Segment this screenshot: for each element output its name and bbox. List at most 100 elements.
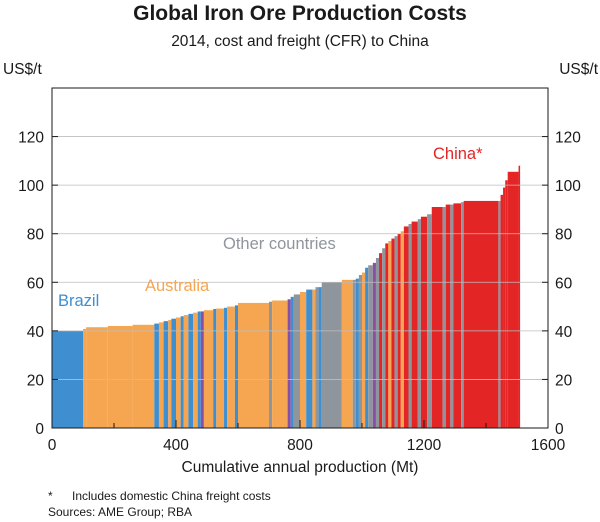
y-tick-label-left: 60 xyxy=(27,275,45,292)
cost-bar-australia xyxy=(362,272,366,428)
y-axis-unit-right: US$/t xyxy=(559,61,598,78)
y-tick-label-left: 100 xyxy=(18,178,44,195)
cost-bar-brazil xyxy=(180,316,184,428)
footnote-sources: Sources: AME Group; RBA xyxy=(48,505,193,519)
cost-bar-other2 xyxy=(287,299,291,428)
cost-bar-brazil xyxy=(171,318,176,428)
cost-bar-australia xyxy=(168,319,172,428)
cost-bar-australia xyxy=(83,328,87,428)
cost-bar-china xyxy=(420,216,428,428)
cost-bar-other xyxy=(375,258,380,428)
series-label-china: China* xyxy=(433,145,483,163)
cost-bar-brazil xyxy=(306,289,313,428)
x-tick-label: 0 xyxy=(48,437,57,454)
series-label-other-countries: Other countries xyxy=(223,235,336,253)
bars-group xyxy=(52,165,521,429)
y-tick-label-left: 120 xyxy=(18,130,44,147)
y-tick-label-right: 100 xyxy=(555,178,581,195)
y-axis-unit-left: US$/t xyxy=(3,61,42,78)
cost-bar-other xyxy=(382,248,386,428)
cost-bar-other xyxy=(368,265,373,428)
cost-bar-australia xyxy=(388,241,392,428)
y-tick-label-right: 60 xyxy=(555,275,573,292)
cost-bar-australia xyxy=(300,292,307,428)
cost-bar-other xyxy=(321,282,342,428)
cost-bar-china xyxy=(391,238,395,428)
y-tick-label-right: 120 xyxy=(555,130,581,147)
cost-bar-brazil xyxy=(154,323,159,428)
cost-bar-china xyxy=(507,171,519,429)
cost-bar-australia xyxy=(132,324,155,428)
cost-bar-other xyxy=(315,287,319,428)
y-tick-label-right: 80 xyxy=(555,227,573,244)
cost-bar-brazil xyxy=(365,267,369,428)
cost-bar-brazil xyxy=(188,313,194,428)
cost-bar-china xyxy=(500,194,504,428)
cost-bar-other xyxy=(442,207,446,428)
series-label-brazil: Brazil xyxy=(58,292,99,310)
y-tick-label-left: 20 xyxy=(27,372,45,389)
cost-bar-australia xyxy=(272,300,288,428)
cost-bar-other2 xyxy=(372,262,376,428)
cost-bar-brazil xyxy=(318,287,322,428)
cost-bar-australia xyxy=(176,317,181,428)
x-tick-label: 1200 xyxy=(407,437,442,454)
cost-bar-brazil xyxy=(290,296,294,428)
cost-bar-brazil xyxy=(197,311,201,428)
y-tick-label-left: 80 xyxy=(27,227,45,244)
cost-bar-australia xyxy=(341,279,353,428)
y-tick-label-right: 20 xyxy=(555,372,573,389)
cost-bar-other xyxy=(269,301,273,428)
cost-bar-brazil xyxy=(163,321,169,428)
cost-bar-china xyxy=(403,226,409,428)
y-tick-label-right: 0 xyxy=(555,421,564,438)
cost-bar-australia xyxy=(227,306,235,428)
cost-bar-australia xyxy=(400,231,404,428)
cost-bar-brazil xyxy=(224,307,228,428)
footnote-china: * Includes domestic China freight costs xyxy=(48,489,271,503)
cost-bar-china xyxy=(505,180,508,428)
cost-bar-other xyxy=(352,279,356,428)
cost-bar-china xyxy=(445,204,451,428)
y-tick-label-left: 40 xyxy=(27,324,45,341)
cost-bar-china xyxy=(503,187,506,428)
chart-subtitle: 2014, cost and freight (CFR) to China xyxy=(171,33,429,50)
footnote-mark: * xyxy=(48,489,53,503)
cost-bar-australia xyxy=(312,289,316,428)
cost-bar-australia xyxy=(183,315,189,428)
cost-bar-australia xyxy=(107,326,133,428)
cost-bar-other xyxy=(427,214,432,428)
cost-bar-other xyxy=(293,294,300,428)
chart-title: Global Iron Ore Production Costs xyxy=(133,2,467,25)
cost-bar-australia xyxy=(193,312,198,428)
cost-bar-china xyxy=(411,221,418,428)
cost-bar-australia xyxy=(86,327,108,428)
cost-bar-other xyxy=(450,204,454,428)
cost-bar-china xyxy=(453,203,462,428)
x-tick-label: 800 xyxy=(287,437,313,454)
cost-bar-china xyxy=(463,200,499,428)
y-tick-label-right: 40 xyxy=(555,324,573,341)
cost-bar-brazil xyxy=(213,309,217,428)
cost-bar-other xyxy=(358,275,362,428)
cost-bar-australia xyxy=(203,310,214,428)
x-tick-label: 400 xyxy=(163,437,189,454)
x-tick-label: 1600 xyxy=(531,437,566,454)
cost-bar-other xyxy=(394,236,398,428)
cost-bar-other xyxy=(417,219,421,428)
cost-bar-brazil xyxy=(355,278,359,428)
cost-bar-other2 xyxy=(200,311,204,428)
cost-bar-other xyxy=(461,202,464,428)
series-label-australia: Australia xyxy=(145,277,210,295)
cost-bar-australia xyxy=(158,322,164,428)
cost-bar-other xyxy=(498,200,501,428)
cost-bar-australia xyxy=(216,308,225,428)
cost-bar-brazil xyxy=(234,305,238,428)
x-axis-title: Cumulative annual production (Mt) xyxy=(182,459,419,476)
cost-bar-other xyxy=(408,224,412,428)
cost-bar-china xyxy=(379,253,383,428)
cost-bar-australia xyxy=(238,302,269,428)
footnote-text: Includes domestic China freight costs xyxy=(72,489,271,503)
y-tick-label-left: 0 xyxy=(35,421,44,438)
